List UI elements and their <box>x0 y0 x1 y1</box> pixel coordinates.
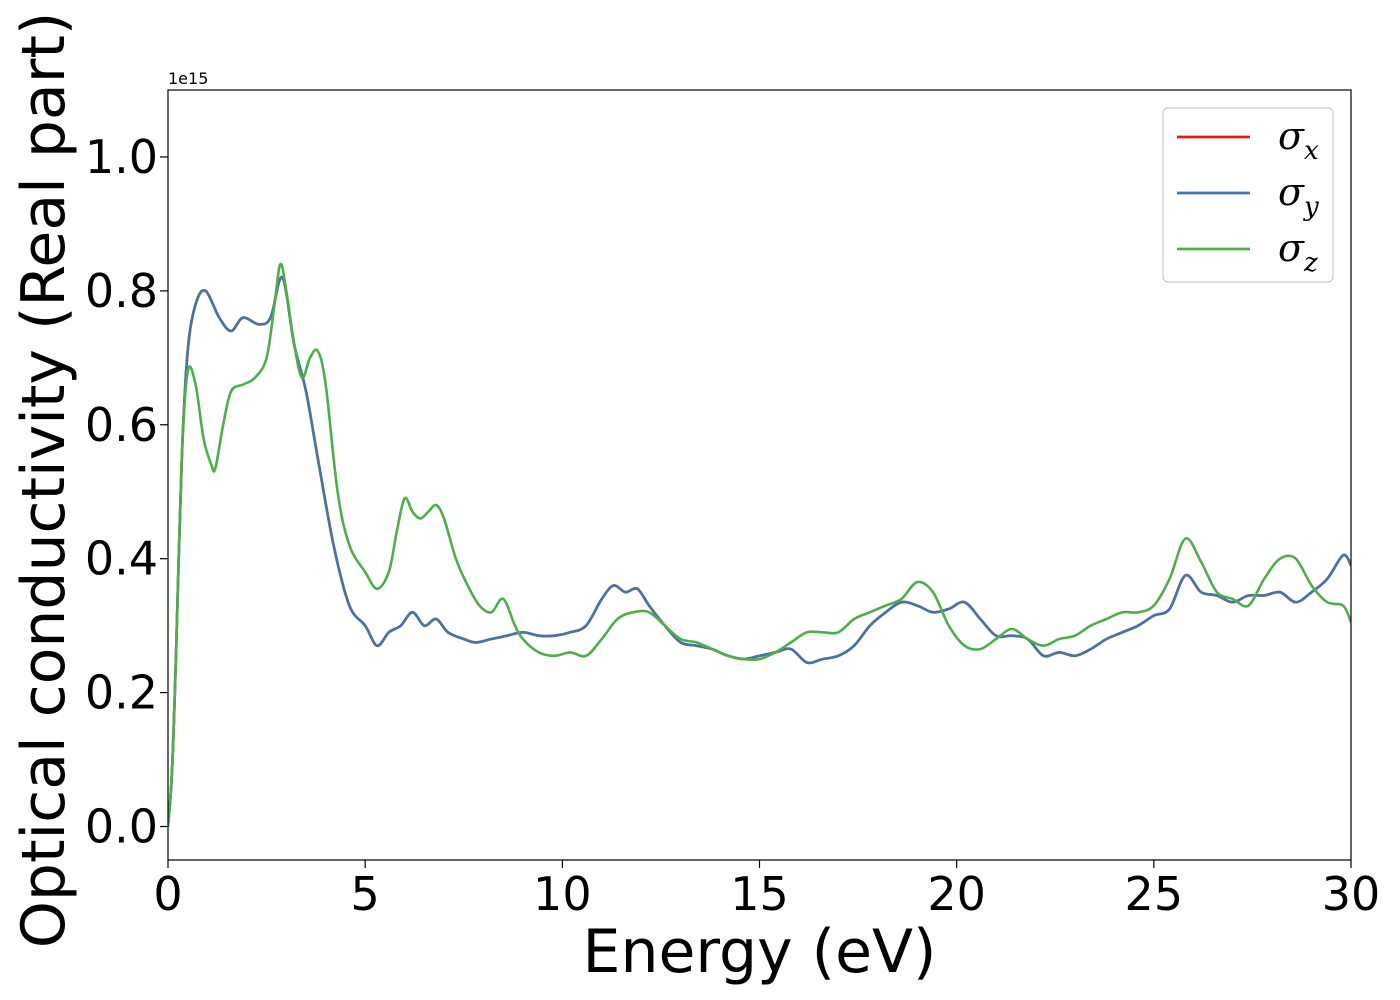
y-axis-title: Optical conductivity (Real part) <box>9 12 79 949</box>
legend-label-y: σy <box>1278 170 1319 222</box>
x-tick-label: 20 <box>927 867 986 921</box>
x-tick-label: 0 <box>153 867 182 921</box>
x-axis-title: Energy (eV) <box>583 917 937 987</box>
legend-label-z: σz <box>1278 226 1318 278</box>
x-axis-ticks: 0 5 10 15 20 25 30 <box>153 860 1380 921</box>
x-tick-label: 30 <box>1322 867 1381 921</box>
y-offset-label: 1e15 <box>168 69 208 88</box>
y-tick-label: 1.0 <box>85 130 158 184</box>
legend-label-x: σx <box>1278 114 1319 166</box>
y-tick-label: 0.4 <box>85 532 158 586</box>
series-line-x <box>168 276 1351 827</box>
y-tick-label: 0.2 <box>85 666 158 720</box>
plot-lines <box>168 262 1351 827</box>
legend-box <box>1162 107 1334 283</box>
x-tick-label: 10 <box>533 867 592 921</box>
x-tick-label: 25 <box>1125 867 1184 921</box>
y-tick-label: 0.6 <box>85 398 158 452</box>
x-tick-label: 5 <box>351 867 380 921</box>
y-tick-label: 0.8 <box>85 264 158 318</box>
series-line-z <box>168 262 1351 827</box>
y-tick-label: 0.0 <box>85 800 158 854</box>
series-line-y <box>168 276 1351 827</box>
x-tick-label: 15 <box>730 867 789 921</box>
y-axis-ticks: 0.0 0.2 0.4 0.6 0.8 1.0 <box>85 130 168 854</box>
